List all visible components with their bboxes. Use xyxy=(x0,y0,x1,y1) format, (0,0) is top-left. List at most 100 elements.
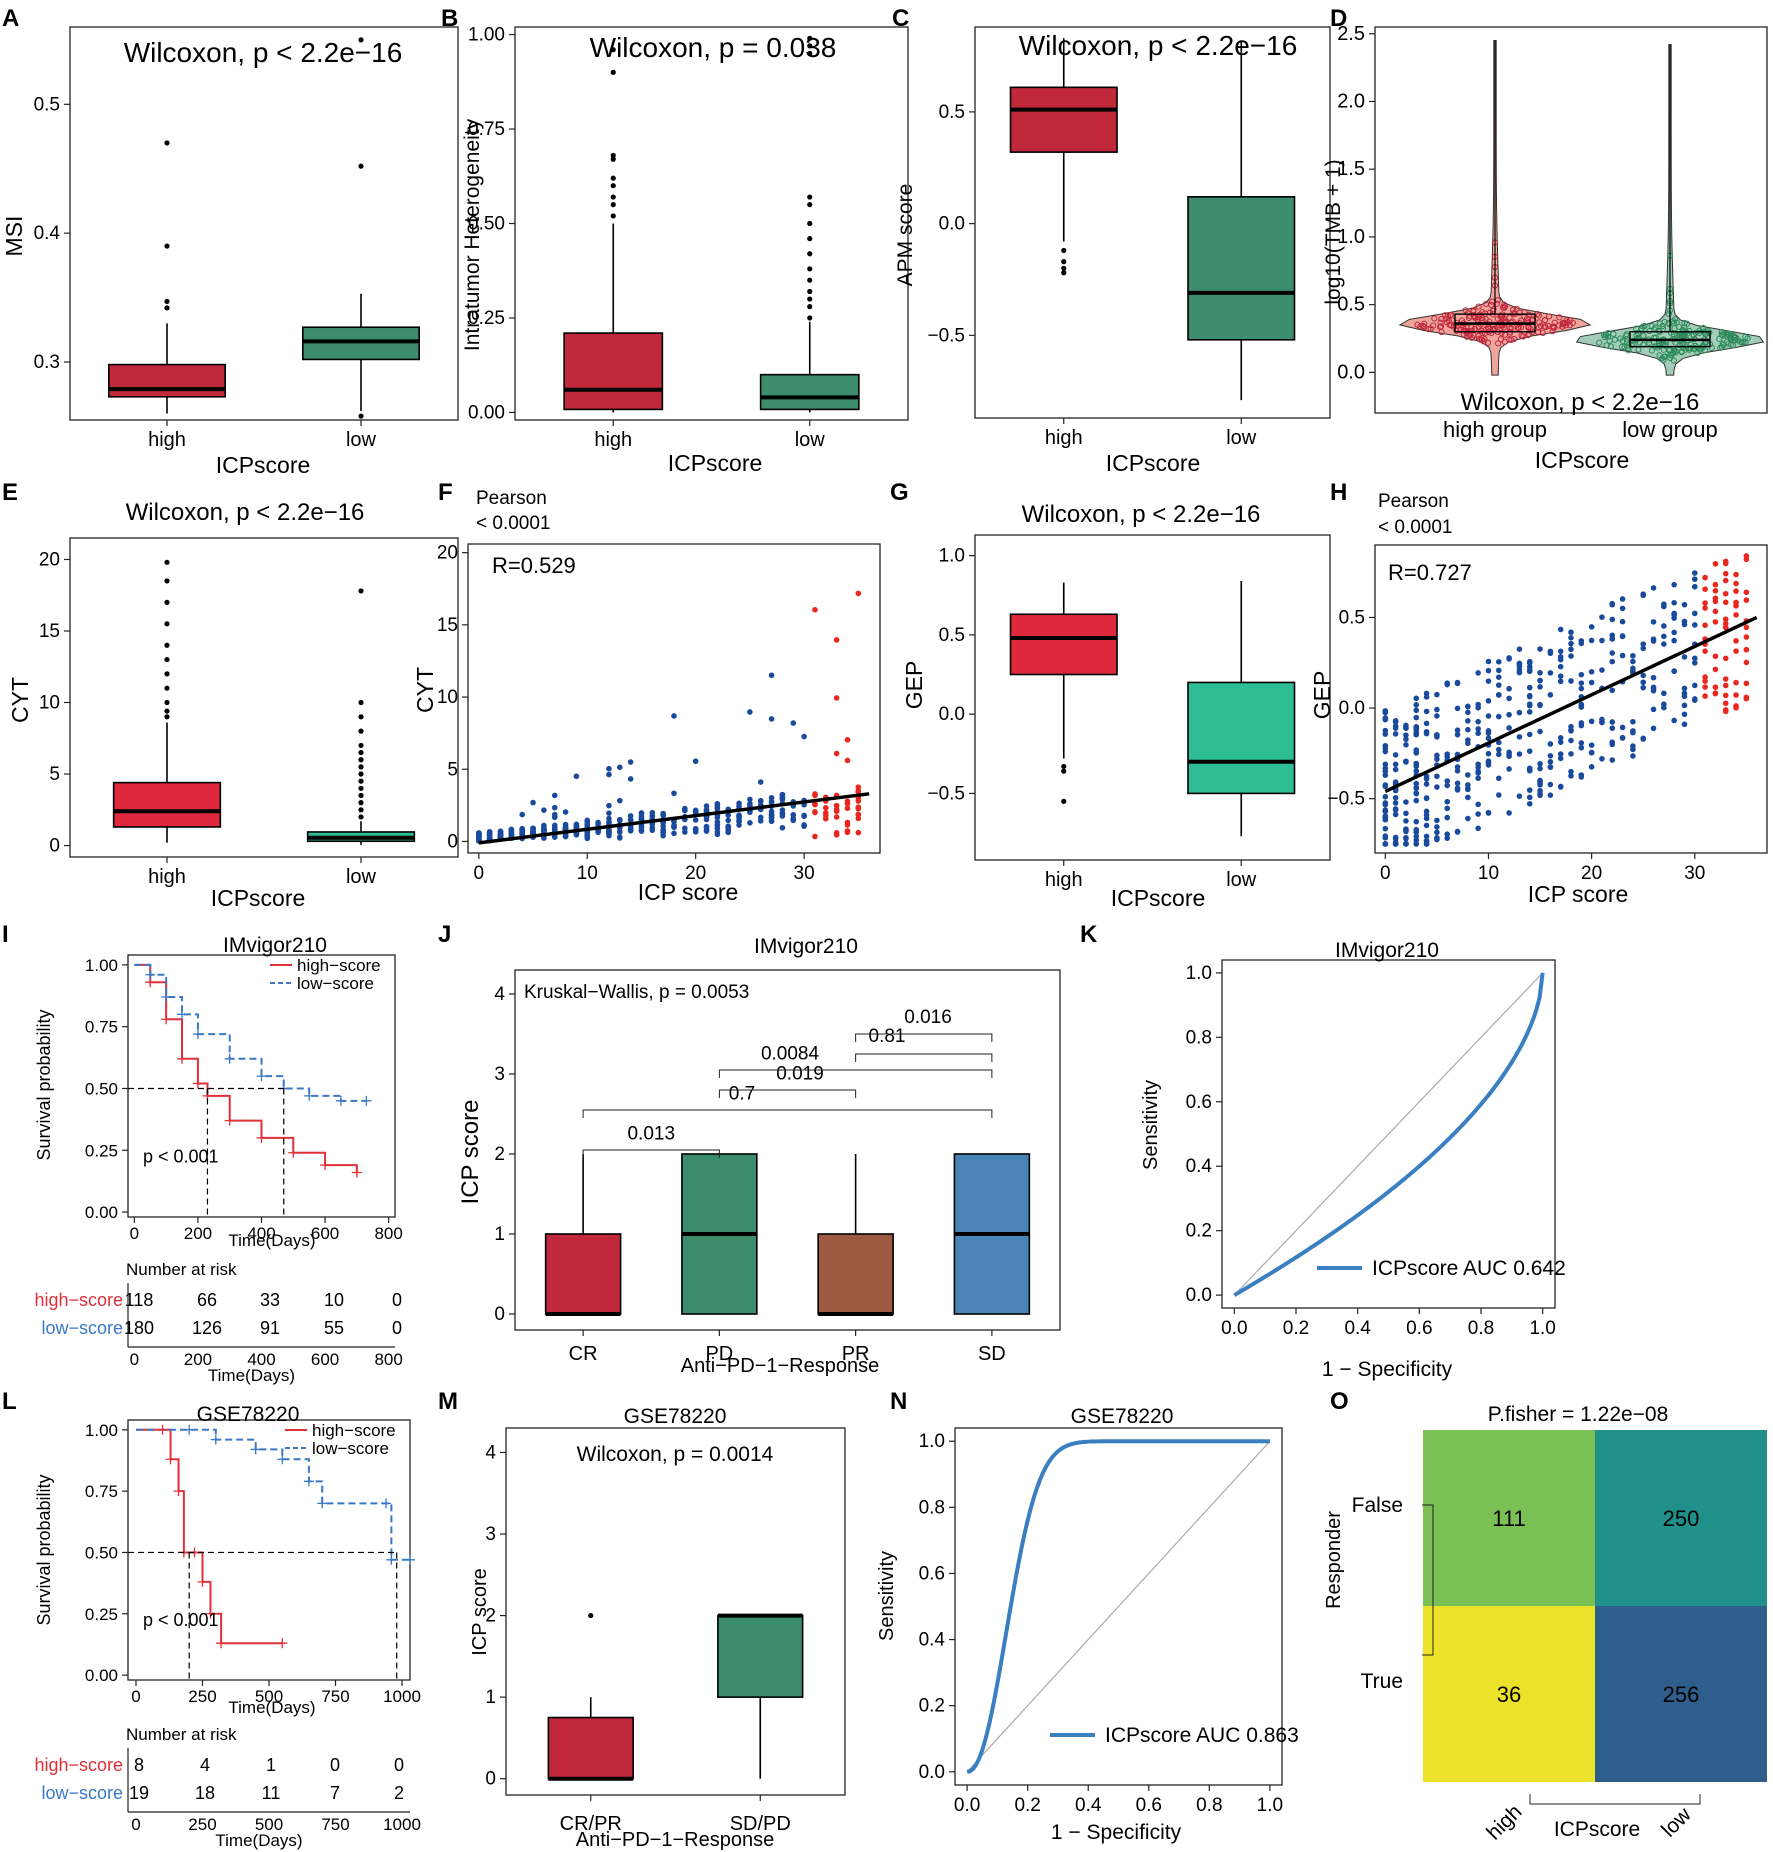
panel-H-point xyxy=(1743,589,1750,596)
panel-O-xlabel: ICPscore xyxy=(1554,1818,1640,1841)
panel-F-point xyxy=(671,824,677,830)
panel-C-ytick-label: 0.5 xyxy=(939,102,965,123)
panel-I-censor-mark xyxy=(161,1014,172,1025)
panel-H-point xyxy=(1712,684,1719,690)
panel-B-outlier xyxy=(807,202,813,208)
panel-H-point xyxy=(1691,583,1698,590)
panel-F-point xyxy=(736,812,742,818)
panel-A-outlier xyxy=(358,163,364,169)
panel-B-outlier xyxy=(610,47,616,53)
panel-J-comparison-bracket xyxy=(855,1053,993,1062)
panel-D-point xyxy=(1541,316,1549,324)
panel-D-point xyxy=(1603,342,1610,349)
panel-H-point xyxy=(1475,726,1481,732)
panel-F-point xyxy=(541,823,547,829)
panel-H-point xyxy=(1423,795,1430,802)
panel-H-point xyxy=(1702,678,1708,684)
panel-A-outlier xyxy=(164,243,170,249)
panel-H-point xyxy=(1712,666,1719,673)
panel-O-ylabel: Responder xyxy=(1323,1511,1345,1609)
panel-H-point xyxy=(1423,773,1430,780)
panel-H-point xyxy=(1691,570,1698,576)
panel-F-point xyxy=(606,771,612,778)
panel-M-title: GSE78220 xyxy=(624,1405,727,1428)
panel-E-outlier xyxy=(358,699,364,706)
panel-D-point xyxy=(1438,315,1445,323)
panel-H-point xyxy=(1640,679,1647,686)
panel-F-point xyxy=(747,709,753,715)
panel-H-point xyxy=(1434,731,1440,738)
panel-tag-D: D xyxy=(1330,5,1347,32)
panel-F-point xyxy=(812,808,818,815)
panel-H-point xyxy=(1712,588,1719,594)
panel-H-point xyxy=(1434,784,1440,790)
panel-E-outlier xyxy=(164,621,170,627)
panel-H-point xyxy=(1506,753,1512,760)
panel-H-point xyxy=(1495,792,1502,798)
panel-L-risk-xlabel: Time(Days) xyxy=(215,1831,302,1850)
panel-D-point xyxy=(1740,339,1747,346)
panel-F-point xyxy=(616,828,623,835)
panel-L-censor-mark xyxy=(173,1486,184,1497)
panel-J-comparison-bracket xyxy=(855,1033,993,1042)
panel-L-risk-xtick: 0 xyxy=(131,1815,140,1834)
panel-B-outlier xyxy=(807,194,813,200)
panel-H-point xyxy=(1650,725,1657,732)
panel-H-ytick-label: −0.5 xyxy=(1327,789,1365,810)
panel-I-risk-xlabel: Time(Days) xyxy=(208,1366,295,1385)
panel-D-point xyxy=(1466,332,1473,339)
panel-H-point xyxy=(1382,748,1389,755)
panel-C-box-low xyxy=(1187,196,1296,341)
panel-H-point xyxy=(1423,822,1430,829)
panel-H-point xyxy=(1733,571,1739,578)
panel-F-point xyxy=(714,819,721,825)
panel-F-point xyxy=(627,759,634,765)
panel-A-frame xyxy=(69,26,459,421)
panel-F-point xyxy=(844,819,851,826)
panel-C-title: Wilcoxon, p < 2.2e−16 xyxy=(1019,30,1298,61)
panel-D-point xyxy=(1727,331,1734,338)
panel-L-censor-mark xyxy=(184,1424,195,1435)
panel-L-censor-mark xyxy=(277,1454,288,1465)
panel-H-point xyxy=(1681,618,1688,625)
panel-H-point xyxy=(1485,698,1492,704)
panel-B-title: Wilcoxon, p = 0.038 xyxy=(590,32,837,63)
panel-F-point xyxy=(725,812,732,818)
panel-H-point xyxy=(1526,701,1533,707)
panel-H-point xyxy=(1434,706,1440,713)
panel-I-ytick-label: 0.50 xyxy=(85,1079,118,1098)
panel-L-legend-high: high−score xyxy=(312,1421,396,1440)
panel-H-point xyxy=(1671,668,1677,675)
panel-D-point xyxy=(1697,345,1705,352)
panel-E-xtick-label: low xyxy=(346,866,377,888)
panel-K-legend: ICPscore AUC 0.642 xyxy=(1372,1257,1566,1280)
panel-H-point xyxy=(1403,799,1409,805)
panel-K-xtick-label: 0.0 xyxy=(1221,1318,1247,1339)
panel-H-point xyxy=(1382,841,1389,847)
panel-D-point xyxy=(1447,311,1455,319)
panel-D-point xyxy=(1708,344,1715,351)
panel-B-ylabel: Intratumor Heterogeneity xyxy=(461,118,484,351)
panel-H-point xyxy=(1630,718,1636,725)
panel-H-point xyxy=(1681,721,1688,728)
panel-D-point xyxy=(1648,347,1656,354)
panel-E-outlier xyxy=(358,771,364,777)
panel-H-point xyxy=(1526,787,1533,793)
panel-D-point xyxy=(1602,331,1609,338)
panel-H-point xyxy=(1516,661,1523,667)
panel-I-risk-count: 180 xyxy=(124,1318,154,1338)
panel-I-censor-mark xyxy=(335,1095,346,1106)
panel-H-xtick-label: 10 xyxy=(1478,863,1499,884)
panel-H-point xyxy=(1733,648,1739,654)
panel-F-point xyxy=(833,814,840,820)
panel-G-title: Wilcoxon, p < 2.2e−16 xyxy=(1022,501,1261,528)
panel-C-outlier xyxy=(1061,259,1067,265)
panel-C-outlier xyxy=(1061,247,1067,254)
panel-L-ytick-label: 0.75 xyxy=(85,1482,118,1501)
panel-H-point xyxy=(1392,766,1399,773)
panel-F-point xyxy=(855,788,862,794)
panel-H-point xyxy=(1722,558,1729,565)
panel-F-point xyxy=(768,716,775,722)
panel-E-outlier xyxy=(164,656,170,663)
panel-H-point xyxy=(1578,685,1585,692)
